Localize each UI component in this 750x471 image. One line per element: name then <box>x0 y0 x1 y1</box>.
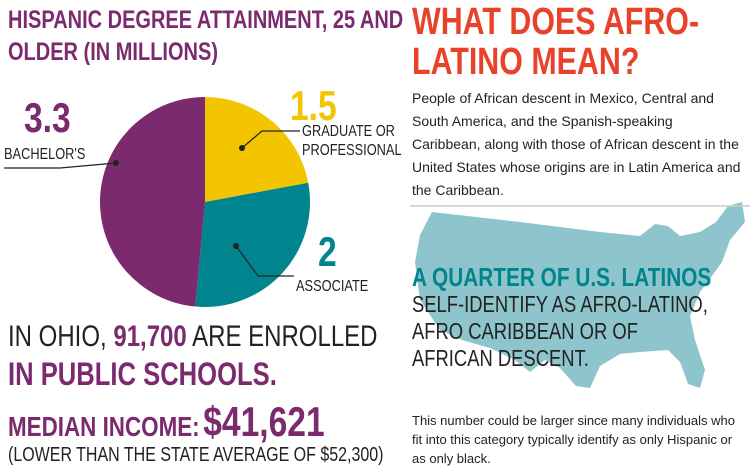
highlight: A QUARTER OF U.S. LATINOS <box>412 262 712 292</box>
value-label: 1.5 <box>290 82 337 129</box>
text: ARE ENROLLED <box>192 320 378 353</box>
value-label: 2 <box>318 228 337 275</box>
heading: WHAT DOES AFRO-LATINO MEAN? <box>412 1 700 83</box>
value: $41,621 <box>203 398 325 445</box>
definition: People of African descent in Mexico, Cen… <box>412 90 741 198</box>
pie-slice <box>195 182 310 307</box>
leaders <box>4 130 300 277</box>
us-map <box>415 202 745 388</box>
income-line: MEDIAN INCOME: $41,621 <box>8 398 325 446</box>
text: IN OHIO, <box>8 320 107 353</box>
category-label: ASSOCIATE <box>296 278 369 295</box>
ohio-line: IN OHIO, 91,700 ARE ENROLLED <box>8 320 378 354</box>
footnote: This number could be larger since many i… <box>412 413 735 466</box>
pie-slice <box>205 97 309 202</box>
number: 91,700 <box>113 320 187 353</box>
leader-dots <box>113 145 245 249</box>
category-label: GRADUATE OR PROFESSIONAL <box>302 123 402 159</box>
pie <box>99 97 310 307</box>
category-label: BACHELOR'S <box>4 146 86 163</box>
statement: SELF-IDENTIFY AS AFRO-LATINO, AFRO CARIB… <box>412 291 708 371</box>
label: MEDIAN INCOME: <box>8 411 200 442</box>
income-note: (LOWER THAN THE STATE AVERAGE OF $52,300… <box>8 444 384 466</box>
value-label: 3.3 <box>24 94 71 141</box>
pie-slice <box>99 97 205 307</box>
ohio-line: IN PUBLIC SCHOOLS. <box>8 356 277 392</box>
chart-title: HISPANIC DEGREE ATTAINMENT, 25 AND OLDER… <box>8 6 404 66</box>
